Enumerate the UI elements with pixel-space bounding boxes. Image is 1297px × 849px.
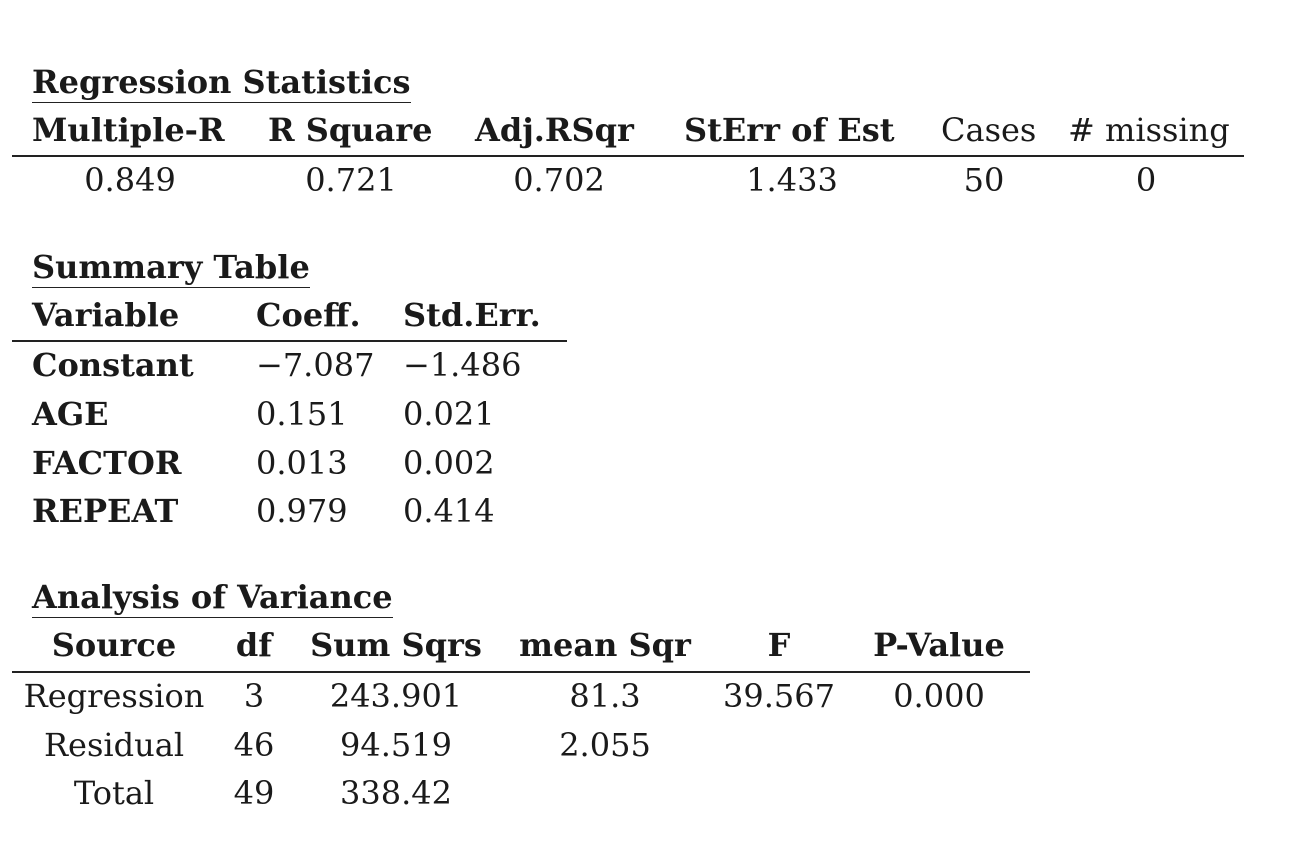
- header-multiple-r: Multiple-R: [32, 111, 225, 149]
- summary-coeff-age: 0.151: [256, 395, 348, 433]
- anova-df-regression: 3: [243, 677, 265, 715]
- summary-table-rule: [12, 340, 567, 342]
- anova-title: Analysis of Variance: [32, 578, 393, 618]
- header-sum-sqrs: Sum Sqrs: [310, 626, 482, 664]
- summary-coeff-factor: 0.013: [256, 444, 348, 482]
- summary-stderr-factor: 0.002: [403, 444, 495, 482]
- anova-sumsqrs-regression: 243.901: [329, 677, 463, 715]
- anova-sumsqrs-residual: 94.519: [340, 726, 452, 764]
- value-adj-rsqr: 0.702: [513, 161, 605, 199]
- header-cases: Cases: [941, 111, 1037, 149]
- header-p-value: P-Value: [873, 626, 1005, 664]
- header-adj-rsqr: Adj.RSqr: [475, 111, 634, 149]
- anova-f-regression: 39.567: [723, 677, 835, 715]
- header-source: Source: [51, 626, 177, 664]
- header-coeff: Coeff.: [256, 296, 361, 334]
- anova-meansqr-residual: 2.055: [559, 726, 651, 764]
- anova-df-total: 49: [233, 774, 275, 812]
- anova-sumsqrs-total: 338.42: [340, 774, 452, 812]
- anova-pvalue-regression: 0.000: [893, 677, 985, 715]
- summary-stderr-repeat: 0.414: [403, 492, 495, 530]
- summary-stderr-constant: −1.486: [403, 346, 522, 384]
- anova-source-regression: Regression: [23, 677, 205, 715]
- regression-statistics-rule: [12, 155, 1244, 157]
- summary-variable-factor: FACTOR: [32, 444, 182, 482]
- header-variable: Variable: [32, 296, 180, 334]
- summary-variable-repeat: REPEAT: [32, 492, 179, 530]
- header-df: df: [235, 626, 273, 664]
- header-missing: # missing: [1068, 111, 1230, 149]
- anova-source-total: Total: [73, 774, 155, 812]
- header-r-square: R Square: [268, 111, 433, 149]
- summary-coeff-repeat: 0.979: [256, 492, 348, 530]
- header-mean-sqr: mean Sqr: [519, 626, 691, 664]
- header-sterr-of-est: StErr of Est: [684, 111, 895, 149]
- summary-variable-age: AGE: [32, 395, 109, 433]
- summary-stderr-age: 0.021: [403, 395, 495, 433]
- anova-df-residual: 46: [233, 726, 275, 764]
- header-std-err: Std.Err.: [403, 296, 541, 334]
- value-cases: 50: [963, 161, 1005, 199]
- value-r-square: 0.721: [305, 161, 397, 199]
- value-missing: 0: [1135, 161, 1157, 199]
- value-multiple-r: 0.849: [84, 161, 176, 199]
- summary-coeff-constant: −7.087: [256, 346, 375, 384]
- header-f: F: [767, 626, 791, 664]
- anova-source-residual: Residual: [43, 726, 185, 764]
- value-sterr-of-est: 1.433: [746, 161, 838, 199]
- regression-statistics-title: Regression Statistics: [32, 63, 411, 103]
- summary-table-title: Summary Table: [32, 248, 310, 288]
- anova-meansqr-regression: 81.3: [569, 677, 641, 715]
- summary-variable-constant: Constant: [32, 346, 194, 384]
- anova-rule: [12, 671, 1030, 673]
